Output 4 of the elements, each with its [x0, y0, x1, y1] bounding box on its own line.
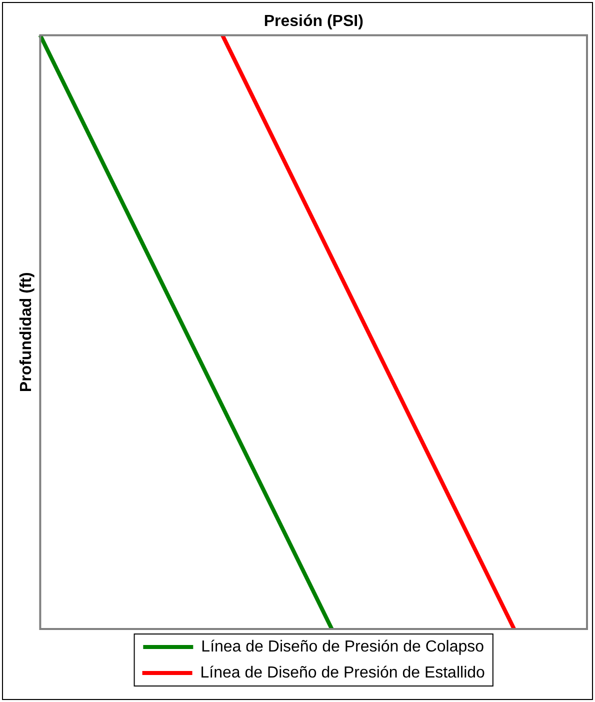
y-axis-title: Profundidad (ft)	[18, 272, 36, 392]
x-axis-title: Presión (PSI)	[264, 13, 364, 30]
legend-label: Línea de Diseño de Presión de Colapso	[201, 638, 484, 656]
legend-label: Línea de Diseño de Presión de Estallido	[200, 664, 486, 682]
